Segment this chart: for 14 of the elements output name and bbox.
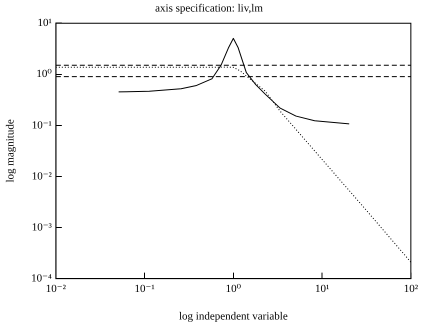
y-tick-label: 10⁻⁴ (31, 272, 52, 284)
x-tick-label: 10² (404, 283, 419, 296)
y-tick-label: 10⁻² (32, 170, 53, 182)
y-tick-label: 10⁻³ (32, 221, 53, 234)
chart-title: axis specification: liv,lm (155, 2, 264, 14)
y-tick-label: 10¹ (38, 17, 52, 30)
y-axis-title: log magnitude (4, 119, 16, 183)
y-tick-label: 10⁻¹ (32, 119, 52, 132)
x-tick-label: 10¹ (314, 283, 330, 296)
x-tick-label: 10⁰ (226, 283, 242, 296)
x-tick-label: 10⁻² (46, 283, 67, 296)
y-tick-label: 10⁰ (36, 68, 52, 80)
x-axis-title: log independent variable (178, 310, 288, 322)
x-tick-label: 10⁻¹ (134, 283, 155, 296)
